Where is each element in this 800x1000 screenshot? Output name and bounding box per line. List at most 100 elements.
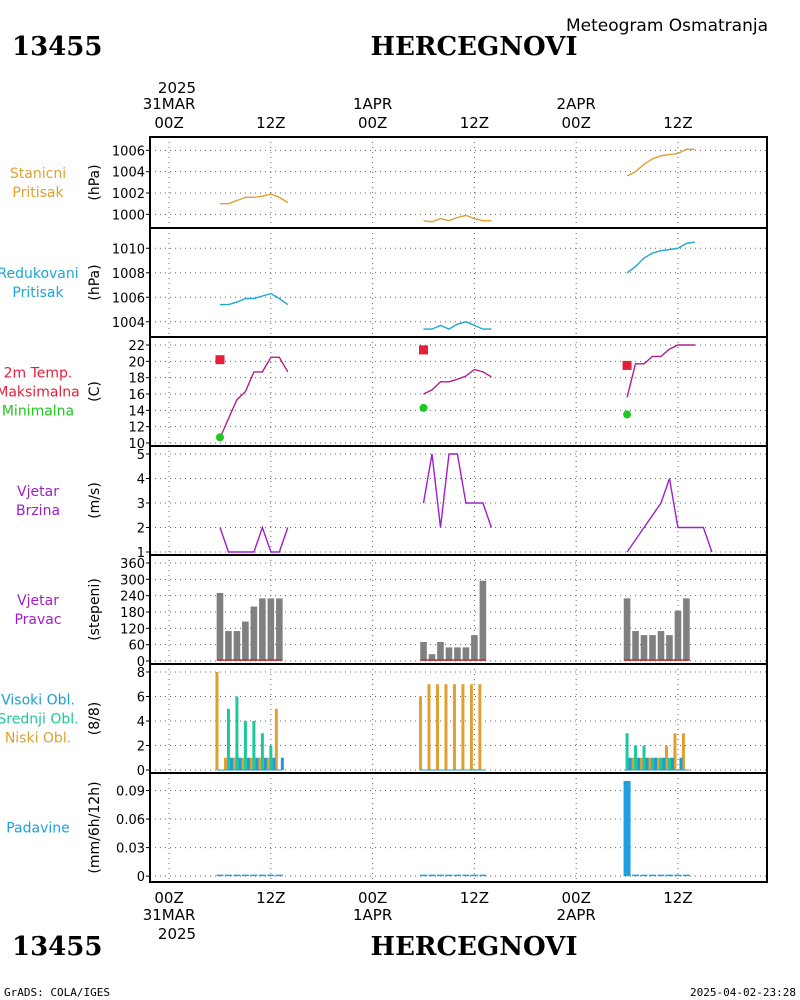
y-tick-label: 1004 (112, 166, 145, 181)
precip-bar (267, 874, 275, 877)
cloud-low-bar (461, 684, 465, 770)
cloud-high-bar (263, 757, 267, 770)
series-line (219, 356, 289, 439)
precip-bar (216, 874, 224, 877)
bottom-year-label: 2025 (158, 925, 196, 943)
cloud-low-bar (427, 684, 431, 770)
top-hour-label: 00Z (358, 114, 387, 132)
wind-direction-bar (250, 606, 258, 661)
wind-direction-bar (267, 598, 275, 661)
bottom-hour-label: 00Z (561, 889, 590, 907)
wind-direction-bar (462, 647, 470, 661)
top-hour-label: 12Z (256, 114, 285, 132)
cloud-low-bar (452, 684, 456, 770)
top-year-label: 2025 (158, 79, 196, 97)
y-axis-label: (m/s) (87, 482, 103, 519)
cloud-mid-bar (634, 745, 638, 770)
cloud-high-bar (654, 757, 658, 770)
cloud-low-bar (639, 757, 643, 770)
wind-direction-bar (445, 647, 453, 661)
y-tick-label: 16 (128, 388, 145, 403)
y-axis-label: (stepeni) (87, 578, 103, 641)
series-line (423, 321, 492, 330)
panel-label-line: Padavine (6, 821, 70, 837)
precip-bar (479, 874, 487, 877)
temp-min-marker (419, 403, 428, 412)
series-line (626, 478, 713, 553)
wind-direction-bar (242, 621, 249, 661)
wind-direction-bar (225, 631, 232, 661)
precip-bar (453, 874, 461, 877)
cloud-high-bar (637, 757, 641, 770)
wind-direction-bar (623, 598, 631, 661)
series-line (626, 344, 695, 398)
y-tick-label: 0 (137, 655, 145, 670)
cloud-low-bar (673, 733, 677, 770)
precip-bar (623, 781, 631, 877)
wind-direction-bar (471, 635, 478, 661)
y-axis-label: (8/8) (87, 702, 103, 735)
panel-label-line: Brzina (16, 503, 60, 519)
cloud-low-bar (664, 745, 668, 770)
top-date-label: 1APR (353, 95, 392, 113)
top-hour-label: 00Z (154, 114, 183, 132)
precip-bar (224, 874, 232, 877)
station-name-bottom: HERCEGNOVI (371, 932, 578, 962)
cloud-mid-bar (226, 708, 230, 770)
y-tick-label: 0.03 (116, 842, 145, 857)
precip-bar (420, 874, 428, 877)
cloud-low-bar (656, 757, 660, 770)
station-name-top: HERCEGNOVI (371, 32, 578, 62)
y-tick-label: 2 (137, 522, 145, 537)
cloud-high-bar (670, 757, 674, 770)
y-axis-label: (C) (87, 381, 103, 402)
wind-direction-bar (428, 654, 436, 661)
bottom-hour-label: 00Z (154, 889, 183, 907)
series-line (422, 453, 493, 528)
y-axis-label: (mm/6h/12h) (87, 781, 103, 873)
y-tick-label: 20 (128, 355, 145, 370)
y-tick-label: 1006 (112, 291, 145, 306)
cloud-low-bar (419, 696, 423, 770)
bottom-hour-label: 12Z (256, 889, 285, 907)
cloud-mid-bar (651, 757, 655, 770)
cloud-low-bar (435, 684, 439, 770)
series-line (220, 193, 289, 205)
precip-bar (470, 874, 478, 877)
cloud-low-bar (215, 672, 219, 770)
cloud-mid-bar (252, 721, 256, 770)
cloud-low-bar (240, 757, 244, 770)
cloud-high-bar (272, 757, 276, 770)
y-tick-label: 14 (128, 404, 145, 419)
panel-label-line: Redukovani (0, 266, 79, 282)
cloud-mid-bar (642, 745, 646, 770)
y-tick-label: 18 (128, 372, 145, 387)
wind-direction-bar (632, 631, 639, 661)
panel-vjetar-brzina: 1 2 3 4 5 (m/s) Vjetar Brzina (16, 445, 768, 561)
precip-bar (445, 874, 453, 877)
y-tick-label: 8 (137, 666, 145, 681)
panel-label-line: Vjetar (17, 484, 59, 500)
cloud-low-bar (478, 684, 482, 770)
panel-frame (149, 772, 768, 883)
wind-direction-bar (657, 631, 665, 661)
panel-padavine: 0 0.03 0.06 0.09 (mm/6h/12h) Padavine (6, 772, 768, 885)
panel-label-line: Stanicni (10, 166, 66, 182)
wind-direction-bar (674, 610, 682, 661)
wind-direction-bar (649, 635, 656, 661)
y-tick-label: 1 (137, 546, 145, 561)
precip-bar (632, 874, 640, 877)
cloud-mid-bar (269, 745, 273, 770)
bottom-hour-label: 12Z (663, 889, 692, 907)
temp-max-marker (622, 360, 632, 370)
cloud-low-bar (274, 708, 278, 770)
panel-label-line: Vjetar (17, 593, 59, 609)
wind-direction-bar (259, 598, 266, 661)
series-line (423, 368, 492, 395)
y-tick-label: 60 (128, 639, 145, 654)
y-tick-label: 0 (137, 870, 145, 885)
precip-bar (428, 874, 436, 877)
y-tick-label: 180 (120, 606, 145, 621)
